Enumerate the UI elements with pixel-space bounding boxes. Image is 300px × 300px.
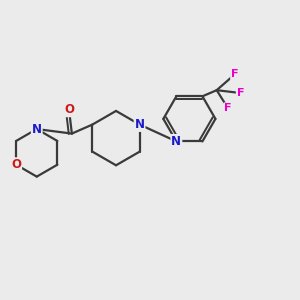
Text: O: O [64, 103, 74, 116]
Text: N: N [32, 122, 42, 136]
Text: N: N [171, 135, 182, 148]
Text: O: O [11, 158, 21, 171]
Text: N: N [135, 118, 145, 131]
Text: F: F [224, 103, 232, 113]
Text: F: F [231, 69, 238, 79]
Text: F: F [237, 88, 244, 98]
